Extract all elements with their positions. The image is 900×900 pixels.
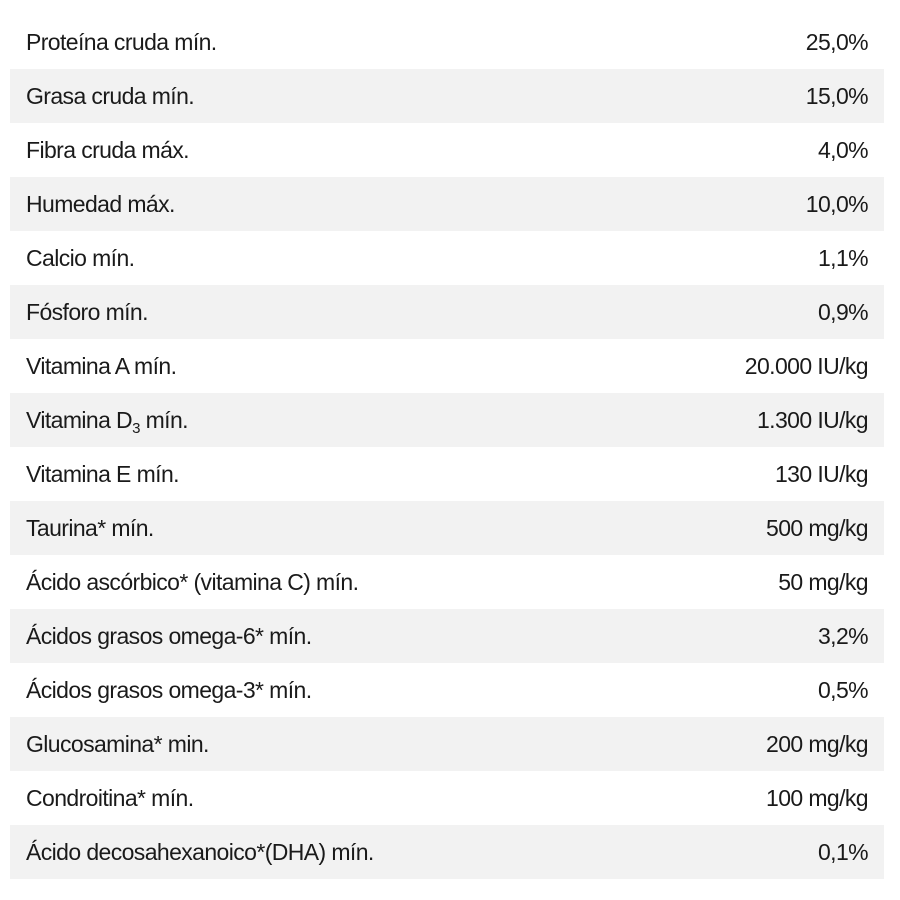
- table-row: Calcio mín. 1,1%: [10, 231, 884, 285]
- table-row: Glucosamina* min. 200 mg/kg: [10, 717, 884, 771]
- row-value: 0,1%: [817, 838, 869, 865]
- row-value: 25,0%: [805, 28, 869, 55]
- row-value: 1.300 IU/kg: [756, 406, 869, 433]
- row-value: 1,1%: [817, 244, 869, 271]
- nutrient-analysis-table: Proteína cruda mín. 25,0% Grasa cruda mí…: [10, 15, 884, 879]
- row-value: 10,0%: [805, 190, 869, 217]
- table-row: Grasa cruda mín. 15,0%: [10, 69, 884, 123]
- table-row: Ácido decosahexanoico*(DHA) mín. 0,1%: [10, 825, 884, 879]
- row-label: Grasa cruda mín.: [26, 82, 195, 109]
- row-label: Fibra cruda máx.: [26, 136, 190, 163]
- row-value: 0,5%: [817, 676, 869, 703]
- row-label: Calcio mín.: [26, 244, 135, 271]
- row-label: Ácidos grasos omega-3* mín.: [26, 676, 312, 703]
- table-row: Humedad máx. 10,0%: [10, 177, 884, 231]
- row-label: Humedad máx.: [26, 190, 175, 217]
- row-label: Vitamina E mín.: [26, 460, 180, 487]
- table-row: Taurina* mín. 500 mg/kg: [10, 501, 884, 555]
- table-row: Proteína cruda mín. 25,0%: [10, 15, 884, 69]
- row-label: Proteína cruda mín.: [26, 28, 217, 55]
- row-label: Ácido ascórbico* (vitamina C) mín.: [26, 568, 359, 595]
- row-label-prefix: Vitamina D: [26, 406, 133, 433]
- row-label: Vitamina D3 mín.: [26, 406, 189, 437]
- row-value: 3,2%: [817, 622, 869, 649]
- row-value: 15,0%: [805, 82, 869, 109]
- table-row: Vitamina A mín. 20.000 IU/kg: [10, 339, 884, 393]
- row-value: 200 mg/kg: [766, 730, 869, 757]
- row-label: Ácido decosahexanoico*(DHA) mín.: [26, 838, 374, 865]
- row-value: 20.000 IU/kg: [744, 352, 869, 379]
- table-row: Condroitina* mín. 100 mg/kg: [10, 771, 884, 825]
- row-label: Fósforo mín.: [26, 298, 149, 325]
- row-label: Glucosamina* min.: [26, 730, 209, 757]
- row-value: 0,9%: [817, 298, 869, 325]
- table-row: Vitamina D3 mín. 1.300 IU/kg: [10, 393, 884, 447]
- row-value: 130 IU/kg: [774, 460, 869, 487]
- row-value: 50 mg/kg: [778, 568, 868, 595]
- row-value: 500 mg/kg: [766, 514, 869, 541]
- row-value: 100 mg/kg: [766, 784, 869, 811]
- row-label-subscript: 3: [132, 419, 140, 437]
- row-value: 4,0%: [817, 136, 869, 163]
- table-row: Ácidos grasos omega-6* mín. 3,2%: [10, 609, 884, 663]
- table-row: Vitamina E mín. 130 IU/kg: [10, 447, 884, 501]
- row-label: Ácidos grasos omega-6* mín.: [26, 622, 312, 649]
- row-label: Vitamina A mín.: [26, 352, 177, 379]
- table-row: Ácido ascórbico* (vitamina C) mín. 50 mg…: [10, 555, 884, 609]
- row-label-suffix: mín.: [139, 406, 189, 433]
- row-label: Condroitina* mín.: [26, 784, 194, 811]
- row-label: Taurina* mín.: [26, 514, 154, 541]
- table-row: Ácidos grasos omega-3* mín. 0,5%: [10, 663, 884, 717]
- table-row: Fósforo mín. 0,9%: [10, 285, 884, 339]
- table-row: Fibra cruda máx. 4,0%: [10, 123, 884, 177]
